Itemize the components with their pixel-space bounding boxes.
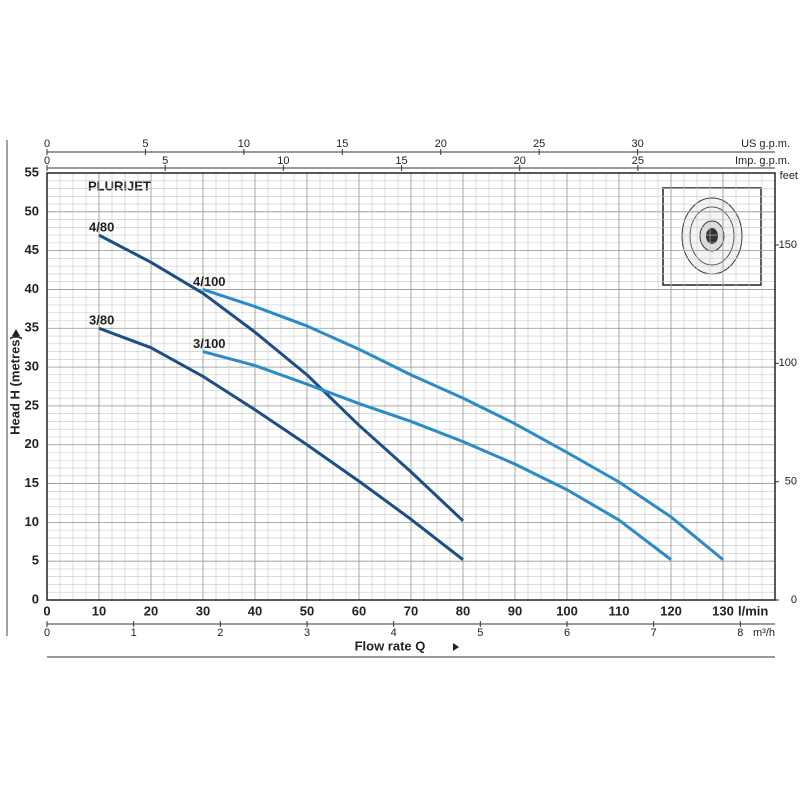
axis-tick-label: 3 <box>304 627 310 639</box>
y-tick-label: 20 <box>25 436 39 451</box>
y-tick-label: 10 <box>25 514 39 529</box>
y-tick-label: 40 <box>25 281 39 296</box>
curve-label: 3/80 <box>89 313 114 328</box>
y2-tick-label: 150 <box>779 239 797 251</box>
axis-tick-label: 10 <box>238 138 250 150</box>
axis-tick-label: 8 <box>737 627 743 639</box>
x-tick-label: 0 <box>43 603 50 618</box>
x-tick-label: 60 <box>352 603 366 618</box>
x-tick-label: 110 <box>609 603 630 618</box>
y-tick-label: 50 <box>25 203 39 218</box>
x-tick-label: 130 <box>712 603 734 618</box>
x-tick-label: 40 <box>248 603 262 618</box>
y2-tick-label: 50 <box>785 476 797 488</box>
y-tick-label: 0 <box>32 591 39 606</box>
x-tick-label: 80 <box>456 603 470 618</box>
curve <box>98 326 464 561</box>
axis-tick-label: 5 <box>162 155 168 167</box>
x-tick-label: 10 <box>92 603 106 618</box>
axis-tick-label: 5 <box>142 138 148 150</box>
y-tick-label: 25 <box>25 397 39 412</box>
y-axis-title: Head H (metres) <box>7 335 22 435</box>
x-axis-title: Flow rate Q <box>355 638 426 653</box>
curve-label: 4/100 <box>193 274 226 289</box>
axis-tick-label: 15 <box>336 138 348 150</box>
curve <box>98 233 465 522</box>
x-tick-label: 30 <box>196 603 210 618</box>
axis-tick-label: 15 <box>395 155 407 167</box>
axis-tick-label: 2 <box>217 627 223 639</box>
x-tick-label: 120 <box>660 603 682 618</box>
x-tick-label: 70 <box>404 603 418 618</box>
x-tick-label: 90 <box>508 603 522 618</box>
curve-label: 4/80 <box>89 220 114 235</box>
axis-tick-label: 0 <box>44 155 50 167</box>
y2-tick-label: 0 <box>791 594 797 606</box>
axis-unit: Imp. g.p.m. <box>735 155 790 167</box>
axis-unit: m³/h <box>753 627 775 639</box>
y-arrow <box>12 329 20 336</box>
axis-tick-label: 20 <box>514 155 526 167</box>
y2-tick-label: 100 <box>779 357 797 369</box>
axis-tick-label: 10 <box>277 155 289 167</box>
y-tick-label: 35 <box>25 320 39 335</box>
x-unit: l/min <box>738 603 768 618</box>
curve-label: 3/100 <box>193 336 226 351</box>
axis-tick-label: 5 <box>477 627 483 639</box>
axis-unit: US g.p.m. <box>741 138 790 150</box>
axis-tick-label: 25 <box>533 138 545 150</box>
plot-frame <box>46 172 776 601</box>
y-tick-label: 5 <box>32 553 39 568</box>
x-tick-label: 50 <box>300 603 314 618</box>
axis-tick-label: 25 <box>632 155 644 167</box>
x-tick-label: 100 <box>556 603 578 618</box>
axis-tick-label: 4 <box>391 627 397 639</box>
chart-title: PLURIJET <box>88 178 151 193</box>
x-tick-label: 20 <box>144 603 158 618</box>
axis-tick-label: 30 <box>631 138 643 150</box>
y2-axis-title: feet <box>780 170 798 182</box>
axis-tick-label: 7 <box>651 627 657 639</box>
axis-tick-label: 0 <box>44 627 50 639</box>
y-tick-label: 30 <box>25 359 39 374</box>
axis-tick-label: 0 <box>44 138 50 150</box>
curve <box>202 350 672 561</box>
axis-tick-label: 1 <box>131 627 137 639</box>
x-arrow <box>453 643 459 651</box>
curve <box>202 288 724 561</box>
y-tick-label: 55 <box>25 164 39 179</box>
pump-inset <box>662 187 762 286</box>
axis-tick-label: 20 <box>435 138 447 150</box>
axis-tick-label: 6 <box>564 627 570 639</box>
y-tick-label: 45 <box>25 242 39 257</box>
y-tick-label: 15 <box>25 475 39 490</box>
